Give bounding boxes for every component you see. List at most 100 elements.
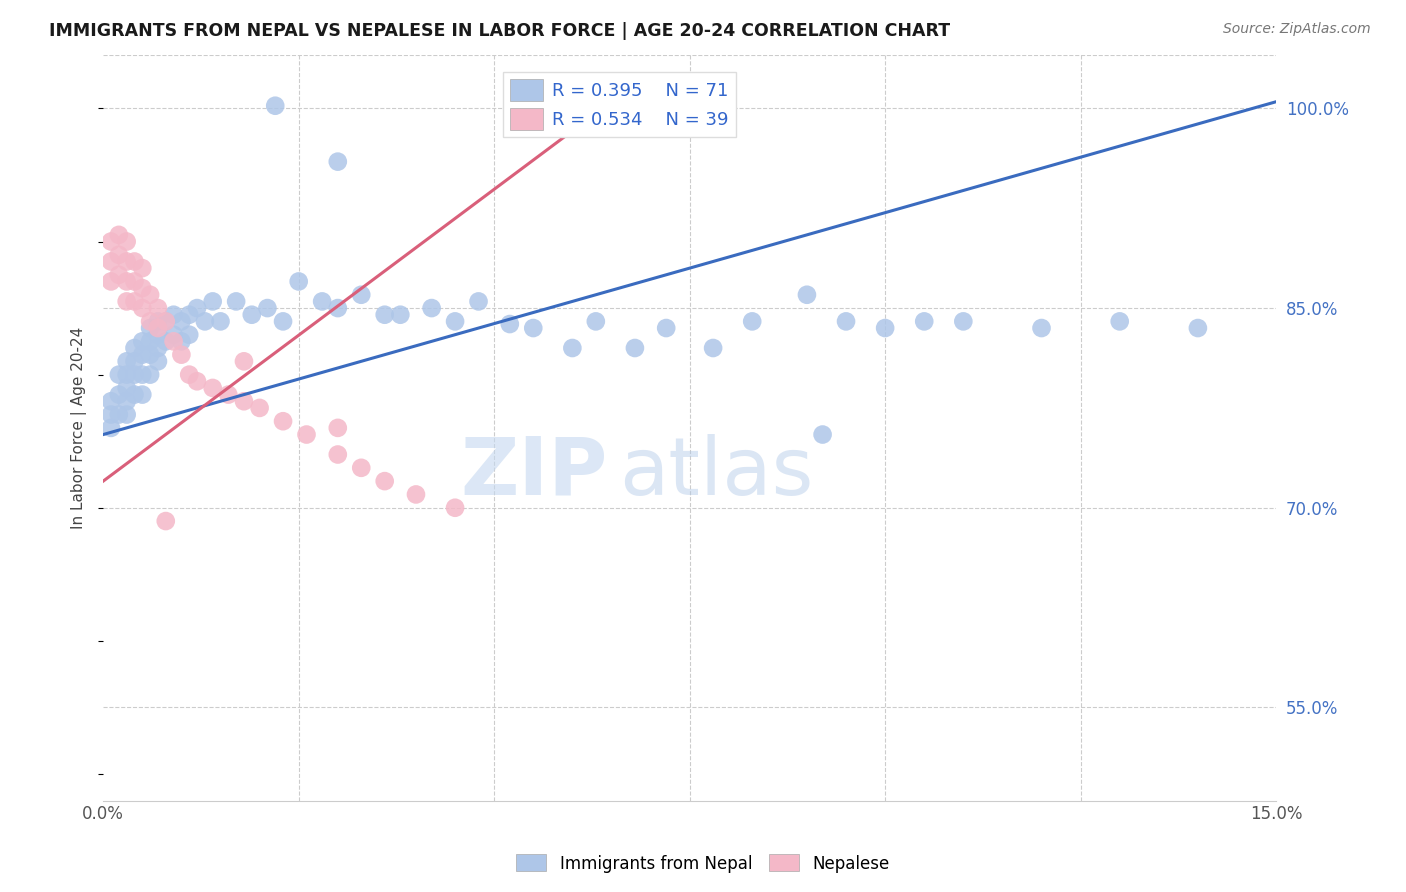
- Point: [139, 368, 162, 382]
- Point: [100, 408, 122, 422]
- Point: [233, 354, 256, 368]
- Point: [326, 421, 349, 435]
- Point: [389, 308, 412, 322]
- Legend: Immigrants from Nepal, Nepalese: Immigrants from Nepal, Nepalese: [510, 847, 896, 880]
- Point: [124, 341, 146, 355]
- Point: [100, 421, 122, 435]
- Point: [561, 341, 583, 355]
- Point: [835, 314, 858, 328]
- Point: [139, 314, 162, 328]
- Point: [131, 261, 153, 276]
- Point: [1031, 321, 1053, 335]
- Point: [139, 334, 162, 349]
- Point: [115, 368, 138, 382]
- Point: [201, 381, 224, 395]
- Point: [624, 341, 647, 355]
- Point: [115, 394, 138, 409]
- Point: [374, 308, 396, 322]
- Point: [115, 408, 138, 422]
- Point: [287, 275, 309, 289]
- Point: [1187, 321, 1209, 335]
- Point: [326, 154, 349, 169]
- Point: [1108, 314, 1130, 328]
- Point: [194, 314, 217, 328]
- Text: atlas: atlas: [619, 434, 814, 512]
- Point: [108, 387, 131, 401]
- Y-axis label: In Labor Force | Age 20-24: In Labor Force | Age 20-24: [72, 326, 87, 529]
- Point: [233, 394, 256, 409]
- Point: [655, 321, 678, 335]
- Point: [585, 314, 607, 328]
- Point: [256, 301, 278, 315]
- Point: [108, 248, 131, 262]
- Point: [115, 254, 138, 268]
- Point: [124, 275, 146, 289]
- Point: [139, 348, 162, 362]
- Point: [124, 354, 146, 368]
- Point: [162, 334, 184, 349]
- Point: [170, 334, 193, 349]
- Point: [115, 354, 138, 368]
- Point: [741, 314, 763, 328]
- Point: [100, 235, 122, 249]
- Point: [146, 321, 169, 335]
- Point: [179, 327, 201, 342]
- Point: [115, 381, 138, 395]
- Point: [522, 321, 544, 335]
- Point: [139, 321, 162, 335]
- Point: [146, 327, 169, 342]
- Point: [155, 314, 177, 328]
- Point: [271, 314, 294, 328]
- Point: [155, 334, 177, 349]
- Point: [420, 301, 443, 315]
- Point: [131, 281, 153, 295]
- Point: [131, 334, 153, 349]
- Point: [162, 308, 184, 322]
- Point: [146, 314, 169, 328]
- Point: [108, 227, 131, 242]
- Point: [186, 301, 208, 315]
- Point: [100, 394, 122, 409]
- Text: IMMIGRANTS FROM NEPAL VS NEPALESE IN LABOR FORCE | AGE 20-24 CORRELATION CHART: IMMIGRANTS FROM NEPAL VS NEPALESE IN LAB…: [49, 22, 950, 40]
- Point: [912, 314, 935, 328]
- Point: [146, 354, 169, 368]
- Point: [952, 314, 974, 328]
- Point: [201, 294, 224, 309]
- Point: [796, 287, 818, 301]
- Point: [326, 448, 349, 462]
- Point: [444, 500, 467, 515]
- Point: [170, 348, 193, 362]
- Point: [326, 301, 349, 315]
- Point: [249, 401, 271, 415]
- Point: [350, 287, 373, 301]
- Point: [311, 294, 333, 309]
- Point: [350, 460, 373, 475]
- Point: [146, 301, 169, 315]
- Point: [162, 327, 184, 342]
- Point: [374, 474, 396, 488]
- Point: [240, 308, 263, 322]
- Point: [124, 294, 146, 309]
- Point: [100, 275, 122, 289]
- Point: [179, 368, 201, 382]
- Point: [139, 287, 162, 301]
- Point: [100, 254, 122, 268]
- Point: [108, 268, 131, 282]
- Point: [170, 314, 193, 328]
- Point: [217, 387, 239, 401]
- Point: [115, 235, 138, 249]
- Point: [131, 301, 153, 315]
- Point: [131, 368, 153, 382]
- Point: [131, 348, 153, 362]
- Point: [124, 368, 146, 382]
- Point: [115, 275, 138, 289]
- Point: [131, 387, 153, 401]
- Point: [405, 487, 427, 501]
- Text: ZIP: ZIP: [460, 434, 607, 512]
- Point: [209, 314, 232, 328]
- Point: [467, 294, 489, 309]
- Point: [179, 308, 201, 322]
- Point: [108, 408, 131, 422]
- Legend: R = 0.395    N = 71, R = 0.534    N = 39: R = 0.395 N = 71, R = 0.534 N = 39: [503, 71, 735, 137]
- Text: Source: ZipAtlas.com: Source: ZipAtlas.com: [1223, 22, 1371, 37]
